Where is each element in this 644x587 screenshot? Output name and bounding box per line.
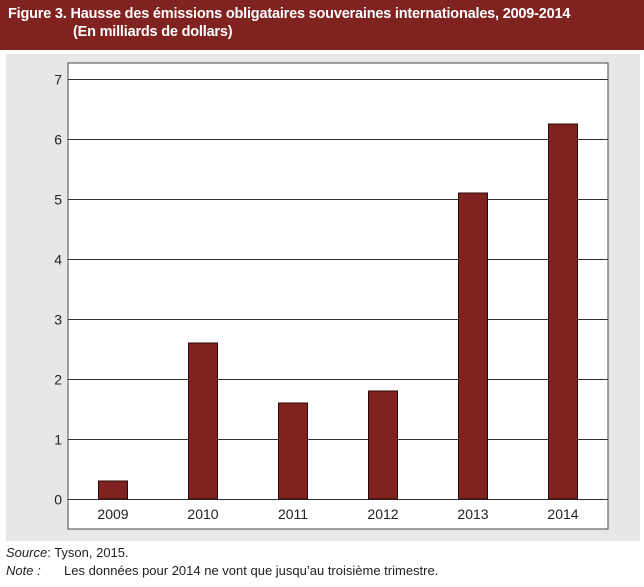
x-tick-label: 2010 bbox=[187, 506, 218, 522]
figure-subtitle: (En milliards de dollars) bbox=[73, 24, 233, 40]
bar-2014 bbox=[548, 123, 578, 500]
plot-area bbox=[67, 62, 609, 530]
bar-chart: 0 1 2 3 4 5 6 7 2009 2010 2011 2012 2013 2014 bbox=[54, 62, 609, 530]
bar-2011 bbox=[278, 402, 308, 500]
figure-title: Figure 3. Hausse des émissions obligatai… bbox=[8, 6, 571, 22]
x-tick-label: 2009 bbox=[97, 506, 128, 522]
data-note: Note : Les données pour 2014 ne vont que… bbox=[6, 562, 640, 580]
bar-2009 bbox=[98, 480, 128, 500]
source-label: Source bbox=[6, 545, 48, 560]
y-tick-label: 2 bbox=[54, 372, 62, 388]
bar-2013 bbox=[458, 192, 488, 500]
bar-2012 bbox=[368, 390, 398, 500]
note-text: Les données pour 2014 ne vont que jusqu’… bbox=[64, 562, 439, 578]
figure-notes: Source : Tyson, 2015. Note : Les données… bbox=[6, 544, 640, 579]
y-tick-label: 4 bbox=[54, 252, 62, 268]
x-tick-label: 2012 bbox=[367, 506, 398, 522]
x-tick-label: 2013 bbox=[457, 506, 488, 522]
bar-2010 bbox=[188, 342, 218, 500]
source-note: Source : Tyson, 2015. bbox=[6, 544, 640, 562]
y-tick-label: 0 bbox=[54, 492, 62, 508]
chart-panel: 0 1 2 3 4 5 6 7 2009 2010 2011 2012 2013 2014 bbox=[6, 54, 640, 541]
source-text: : Tyson, 2015. bbox=[47, 545, 129, 560]
figure-title-bar: Figure 3. Hausse des émissions obligatai… bbox=[0, 0, 644, 50]
y-tick-label: 7 bbox=[54, 72, 62, 88]
y-tick-label: 5 bbox=[54, 192, 62, 208]
x-tick-label: 2014 bbox=[547, 506, 578, 522]
y-tick-label: 6 bbox=[54, 132, 62, 148]
x-tick-label: 2011 bbox=[278, 506, 308, 522]
y-tick-label: 3 bbox=[54, 312, 62, 328]
note-label: Note : bbox=[6, 562, 41, 578]
y-tick-label: 1 bbox=[54, 432, 62, 448]
